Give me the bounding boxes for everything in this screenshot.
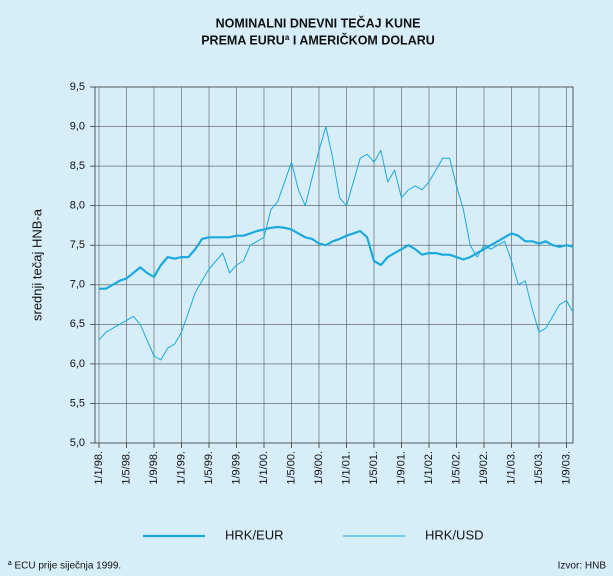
x-tick-label: 1/5/01. — [368, 451, 380, 485]
x-tick-label: 1/1/01. — [340, 451, 352, 485]
y-tick-label: 6,5 — [70, 318, 85, 330]
legend-label: HRK/EUR — [225, 527, 284, 542]
y-tick-label: 9,0 — [70, 120, 85, 132]
legend-label: HRK/USD — [425, 527, 484, 542]
y-tick-label: 5,0 — [70, 437, 85, 449]
x-tick-label: 1/9/03. — [560, 451, 572, 485]
y-tick-label: 8,0 — [70, 200, 85, 212]
y-tick-label: 8,5 — [70, 160, 85, 172]
x-tick-label: 1/9/02. — [478, 451, 490, 485]
series-line — [98, 126, 574, 361]
x-tick-label: 1/9/99. — [230, 451, 242, 485]
y-tick-label: 6,0 — [70, 358, 85, 370]
x-tick-label: 1/5/03. — [533, 451, 545, 485]
source: Izvor: HNB — [558, 561, 607, 572]
x-tick-label: 1/9/00. — [313, 451, 325, 485]
chart-title: NOMINALNI DNEVNI TEČAJ KUNE — [216, 15, 421, 30]
x-tick-label: 1/1/98. — [93, 451, 105, 485]
x-tick-label: 1/5/98. — [120, 451, 132, 485]
y-axis-label: srednji tečaj HNB-a — [29, 208, 44, 321]
x-tick-label: 1/5/00. — [285, 451, 297, 485]
x-tick-label: 1/1/99. — [175, 451, 187, 485]
y-tick-label: 7,5 — [70, 239, 85, 251]
chart-title: PREMA EURUª I AMERIČKOM DOLARU — [201, 32, 435, 47]
y-tick-label: 7,0 — [70, 279, 85, 291]
x-tick-label: 1/9/98. — [148, 451, 160, 485]
y-tick-label: 5,5 — [70, 397, 85, 409]
x-tick-label: 1/1/03. — [505, 451, 517, 485]
x-tick-label: 1/1/02. — [423, 451, 435, 485]
x-tick-label: 1/5/02. — [450, 451, 462, 485]
series-line — [99, 225, 574, 290]
plot-area — [94, 86, 574, 444]
x-tick-label: 1/1/00. — [258, 451, 270, 485]
x-tick-label: 1/9/01. — [395, 451, 407, 485]
y-tick-label: 9,5 — [70, 81, 85, 93]
footnote: ª ECU prije siječnja 1999. — [8, 561, 121, 572]
x-tick-label: 1/5/99. — [203, 451, 215, 485]
